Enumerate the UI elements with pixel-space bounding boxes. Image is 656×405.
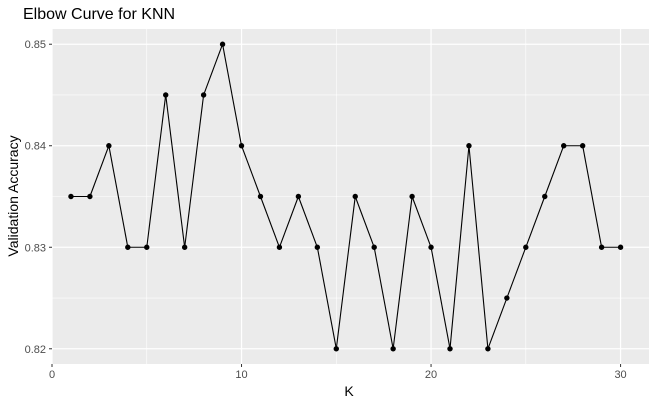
data-point-k5 xyxy=(144,244,150,250)
x-tick-label: 10 xyxy=(235,369,247,381)
data-point-k30 xyxy=(617,244,624,250)
grid-minor xyxy=(52,29,649,364)
data-point-k22 xyxy=(466,143,472,149)
line-segment-9 xyxy=(222,44,243,146)
line-segment-11 xyxy=(259,196,280,248)
data-point-k15 xyxy=(333,346,339,352)
line-segment-20 xyxy=(430,247,451,349)
line-segment-15 xyxy=(335,196,356,349)
data-point-k6 xyxy=(163,92,169,98)
y-axis: 0.82 0.83 0.84 0.85 xyxy=(25,39,52,356)
data-point-k10 xyxy=(238,143,245,149)
line-segment-24 xyxy=(506,247,527,299)
data-point-k8 xyxy=(200,92,207,98)
line-segment-8 xyxy=(203,44,224,96)
data-point-k28 xyxy=(579,143,586,149)
line-segment-6 xyxy=(165,94,186,248)
grid-major xyxy=(51,29,649,364)
line-segment-25 xyxy=(525,196,546,248)
data-point-k27 xyxy=(561,143,567,149)
data-point-k12 xyxy=(276,244,283,250)
x-axis-title: K xyxy=(344,383,354,399)
data-point-k17 xyxy=(371,244,377,250)
line-segment-17 xyxy=(373,247,394,349)
data-point-k4 xyxy=(125,244,131,250)
line-segment-5 xyxy=(146,94,167,248)
line-segment-10 xyxy=(241,145,261,197)
line-segment-7 xyxy=(184,94,205,248)
data-point-k2 xyxy=(87,193,93,200)
y-axis-title: Validation Accuracy xyxy=(5,135,21,256)
line-segment-16 xyxy=(354,196,375,248)
data-point-k9 xyxy=(219,41,226,47)
y-tick-label: 0.84 xyxy=(25,141,46,153)
data-point-k7 xyxy=(181,244,188,250)
y-tick-label: 0.82 xyxy=(25,344,46,356)
x-axis: 0 10 20 30 xyxy=(49,364,627,381)
line-segment-2 xyxy=(89,145,110,197)
data-point-k3 xyxy=(106,143,112,149)
data-point-k20 xyxy=(428,244,434,250)
data-point-k25 xyxy=(523,244,529,250)
chart-title: Elbow Curve for KNN xyxy=(23,6,175,23)
data-point-k21 xyxy=(447,346,453,352)
data-point-k29 xyxy=(598,244,605,250)
y-tick-label: 0.83 xyxy=(25,242,46,254)
data-point-k16 xyxy=(352,193,358,200)
line-segment-13 xyxy=(297,196,318,248)
data-point-k18 xyxy=(390,346,396,352)
line-segment-19 xyxy=(411,196,432,248)
y-tick-label: 0.85 xyxy=(25,39,46,51)
data-point-k11 xyxy=(257,193,264,200)
x-tick-label: 20 xyxy=(425,369,437,381)
data-point-k13 xyxy=(295,193,302,200)
line-segment-28 xyxy=(582,145,603,248)
x-tick-label: 0 xyxy=(49,369,55,381)
line-segment-22 xyxy=(468,145,489,349)
series-points-group xyxy=(68,41,624,352)
line-segment-23 xyxy=(487,297,508,349)
data-point-k23 xyxy=(485,346,491,352)
data-point-k1 xyxy=(68,193,74,200)
x-tick-label: 30 xyxy=(614,369,626,381)
data-point-k14 xyxy=(314,244,321,250)
line-segment-26 xyxy=(544,145,565,197)
line-segment-18 xyxy=(392,196,413,349)
data-point-k26 xyxy=(542,193,548,200)
line-segment-3 xyxy=(108,145,129,248)
line-segment-12 xyxy=(278,196,299,248)
data-point-k19 xyxy=(409,193,415,200)
data-point-k24 xyxy=(504,295,510,301)
line-segment-14 xyxy=(316,247,337,349)
line-segment-21 xyxy=(449,145,470,349)
series-line-group xyxy=(70,44,621,349)
